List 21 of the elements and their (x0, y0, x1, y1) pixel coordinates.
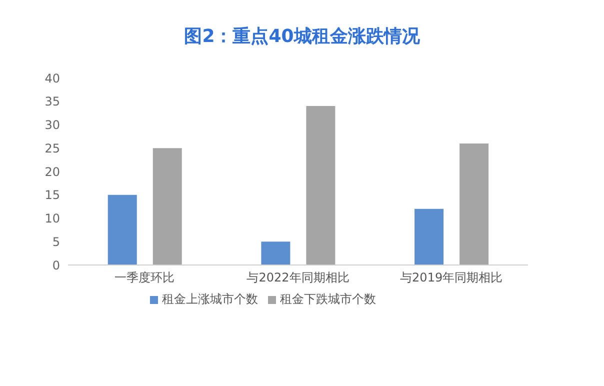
bar (460, 143, 489, 265)
y-tick-label: 5 (52, 234, 60, 249)
legend-label: 租金上涨城市个数 (162, 292, 258, 306)
bar (152, 148, 182, 265)
x-tick-label: 一季度环比 (114, 270, 175, 285)
y-tick-label: 30 (44, 118, 60, 132)
x-tick-label: 与2019年同期相比 (400, 270, 503, 285)
bar (414, 208, 444, 265)
y-tick-label: 10 (44, 212, 60, 226)
y-tick-label: 35 (44, 94, 60, 109)
y-tick-label: 25 (44, 141, 60, 156)
bar (108, 194, 137, 265)
bar (261, 242, 290, 265)
y-tick-label: 20 (44, 164, 60, 179)
y-tick-label: 0 (52, 258, 60, 272)
x-tick-label: 与2022年同期相比 (246, 270, 350, 285)
bar (306, 106, 336, 265)
y-tick-label: 15 (44, 188, 60, 202)
legend-label: 租金下跌城市个数 (280, 292, 376, 306)
chart-title: 图2：重点40城租金涨跌情况 (183, 25, 421, 49)
y-tick-label: 40 (44, 71, 60, 86)
